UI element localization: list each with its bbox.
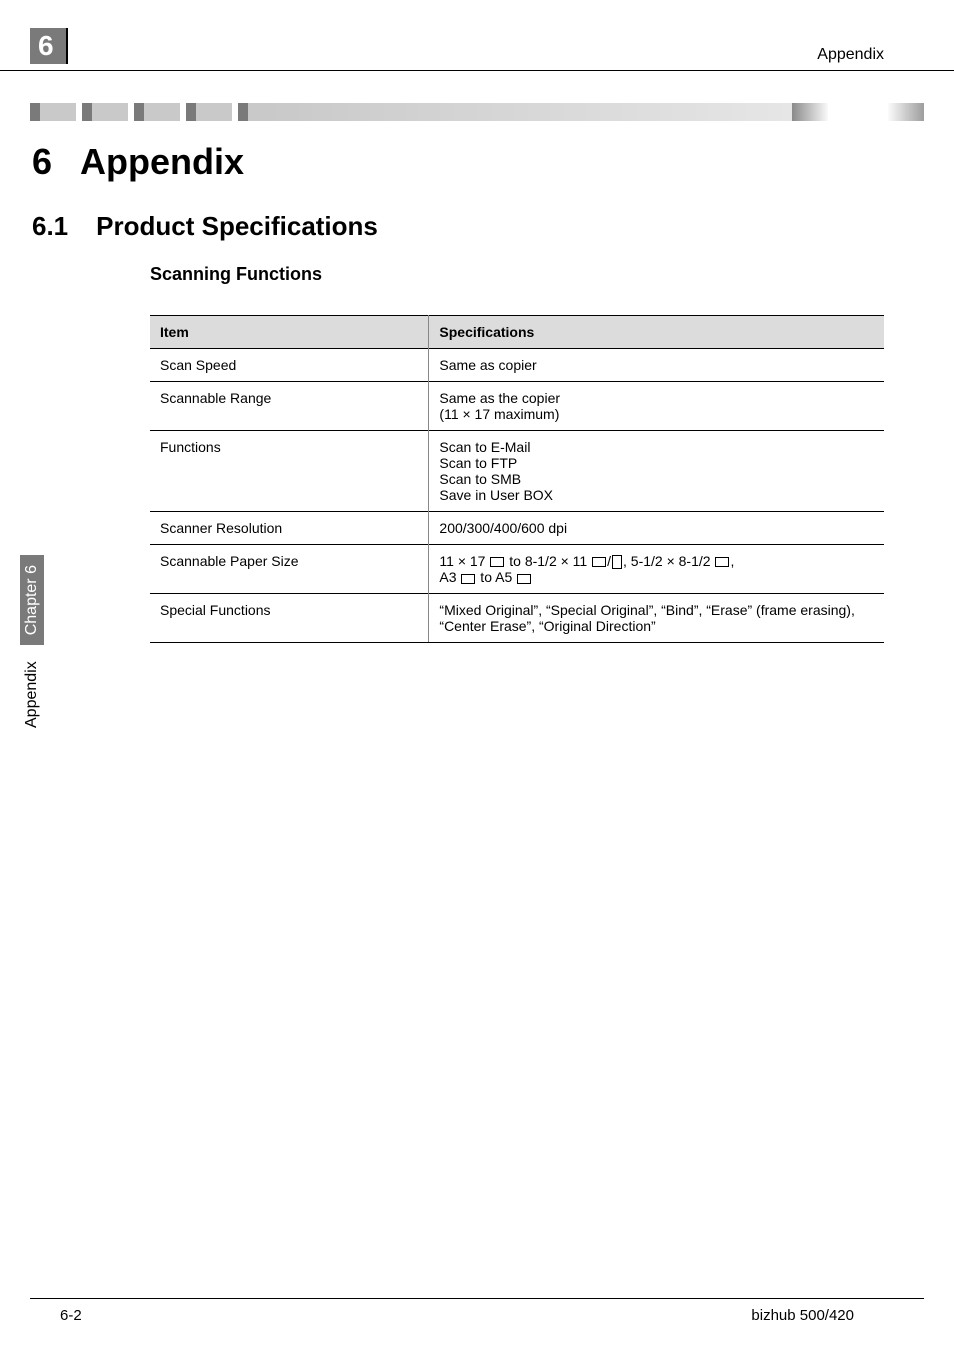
decoration-segment <box>196 103 232 121</box>
page-footer: 6-2 bizhub 500/420 <box>30 1298 924 1324</box>
landscape-icon <box>592 557 606 567</box>
table-cell-item: Special Functions <box>150 594 429 643</box>
footer-model: bizhub 500/420 <box>751 1307 854 1324</box>
side-tab-solid: Chapter 6 <box>20 555 44 645</box>
table-cell-spec: 11 × 17 to 8-1/2 × 11 /, 5-1/2 × 8-1/2 ,… <box>429 545 884 594</box>
table-row: Scannable RangeSame as the copier (11 × … <box>150 382 884 431</box>
side-tab-outline: Appendix <box>21 659 43 730</box>
decoration-segment <box>186 103 196 121</box>
landscape-icon <box>715 557 729 567</box>
table-header-item: Item <box>150 316 429 349</box>
table-header-spec: Specifications <box>429 316 884 349</box>
decoration-segment <box>792 103 828 121</box>
h1-text: Appendix <box>80 141 244 183</box>
decoration-segment <box>40 103 76 121</box>
landscape-icon <box>461 574 475 584</box>
table-cell-item: Functions <box>150 431 429 512</box>
decoration-segment <box>268 103 792 121</box>
decoration-segment <box>888 103 924 121</box>
table-row: FunctionsScan to E-Mail Scan to FTP Scan… <box>150 431 884 512</box>
decoration-bar <box>30 103 924 121</box>
page-header: 6 Appendix <box>0 0 954 71</box>
heading-3: Scanning Functions <box>150 264 884 285</box>
table-row: Special Functions“Mixed Original”, “Spec… <box>150 594 884 643</box>
table-row: Scanner Resolution200/300/400/600 dpi <box>150 512 884 545</box>
h2-text: Product Specifications <box>96 211 378 242</box>
decoration-segment <box>92 103 128 121</box>
decoration-segment <box>248 103 268 121</box>
table-cell-item: Scannable Range <box>150 382 429 431</box>
table-header-row: Item Specifications <box>150 316 884 349</box>
chapter-badge: 6 <box>30 28 68 64</box>
table-cell-spec: Same as copier <box>429 349 884 382</box>
table-cell-spec: Same as the copier (11 × 17 maximum) <box>429 382 884 431</box>
decoration-segment <box>82 103 92 121</box>
table-cell-item: Scanner Resolution <box>150 512 429 545</box>
footer-page-number: 6-2 <box>60 1307 82 1324</box>
table-cell-spec: Scan to E-Mail Scan to FTP Scan to SMB S… <box>429 431 884 512</box>
h2-number: 6.1 <box>32 211 68 242</box>
table-row: Scan SpeedSame as copier <box>150 349 884 382</box>
heading-2: 6.1 Product Specifications <box>32 211 884 242</box>
content: 6 Appendix 6.1 Product Specifications Sc… <box>0 141 954 643</box>
heading-1: 6 Appendix <box>32 141 884 183</box>
h1-number: 6 <box>32 141 52 183</box>
specifications-table: Item Specifications Scan SpeedSame as co… <box>150 315 884 643</box>
landscape-icon <box>517 574 531 584</box>
table-cell-item: Scan Speed <box>150 349 429 382</box>
header-title: Appendix <box>817 46 884 64</box>
portrait-icon <box>612 555 622 569</box>
table-cell-spec: 200/300/400/600 dpi <box>429 512 884 545</box>
decoration-segment <box>828 103 888 121</box>
decoration-segment <box>134 103 144 121</box>
table-cell-item: Scannable Paper Size <box>150 545 429 594</box>
table-row: Scannable Paper Size11 × 17 to 8-1/2 × 1… <box>150 545 884 594</box>
decoration-segment <box>238 103 248 121</box>
decoration-segment <box>144 103 180 121</box>
landscape-icon <box>490 557 504 567</box>
decoration-segment <box>30 103 40 121</box>
side-tab: Appendix Chapter 6 <box>20 555 44 730</box>
table-cell-spec: “Mixed Original”, “Special Original”, “B… <box>429 594 884 643</box>
